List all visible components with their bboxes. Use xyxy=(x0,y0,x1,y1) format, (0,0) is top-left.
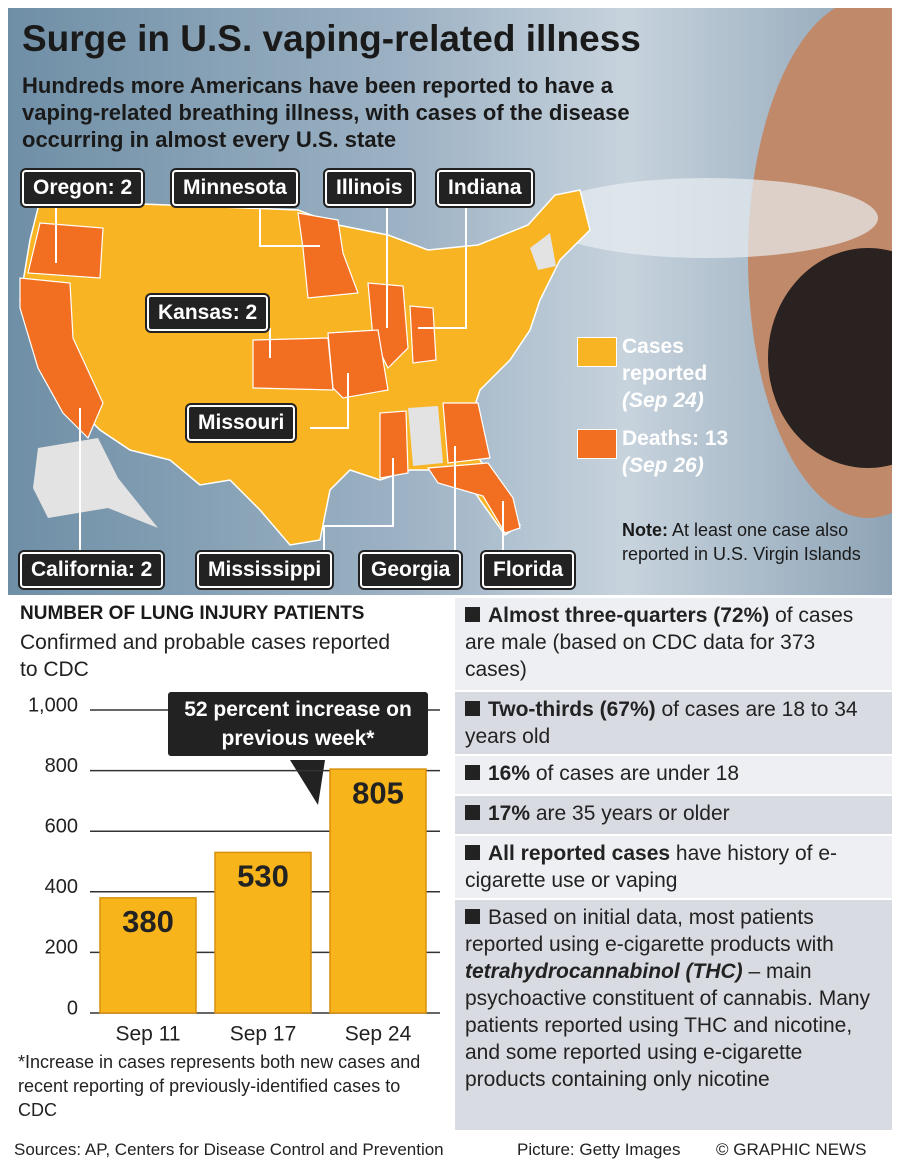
x-tick-label: Sep 17 xyxy=(230,1023,297,1046)
legend-swatch xyxy=(577,429,617,459)
map-label: Minnesota xyxy=(172,170,298,206)
fact-text: of cases are male (based on CDC data for… xyxy=(465,604,854,681)
fact-text: Two-thirds (67%) xyxy=(488,698,656,721)
leader-lines xyxy=(55,208,504,553)
value-label: 530 xyxy=(237,859,289,894)
fact: 16% of cases are under 18 xyxy=(455,756,892,794)
bullet xyxy=(465,765,480,780)
alaska xyxy=(33,438,158,528)
map-label: Oregon: 2 xyxy=(22,170,144,206)
bullet xyxy=(465,701,480,716)
bullet xyxy=(465,845,480,860)
fact: All reported cases have history of e-cig… xyxy=(455,836,892,898)
note: Note: At least one case also reported in… xyxy=(622,518,872,566)
map xyxy=(19,8,892,553)
legend-date: (Sep 26) xyxy=(622,454,704,477)
y-tick-label: 1,000 xyxy=(28,694,78,716)
note-label: Note: xyxy=(622,520,668,540)
facts: Almost three-quarters (72%) of cases are… xyxy=(455,598,892,1132)
fact-text: of cases are under 18 xyxy=(530,762,739,785)
map-label: Kansas: 2 xyxy=(147,295,269,331)
fact: Almost three-quarters (72%) of cases are… xyxy=(455,598,892,690)
legend-entry: Cases reported (Sep 24) xyxy=(622,333,762,414)
legend-swatch xyxy=(577,337,617,367)
credit: © GRAPHIC NEWS xyxy=(716,1140,867,1159)
state-gray xyxy=(408,406,443,466)
bullet xyxy=(465,607,480,622)
fact-text: have history of e-cigarette use or vapin… xyxy=(465,842,838,892)
x-tick-label: Sep 11 xyxy=(116,1023,181,1046)
legend-label: Deaths: 13 xyxy=(622,427,729,450)
chart-title: NUMBER OF LUNG INJURY PATIENTS xyxy=(20,603,365,624)
title: Surge in U.S. vaping-related illness xyxy=(22,18,641,59)
fact: 17% are 35 years or older xyxy=(455,796,892,834)
value-label: 380 xyxy=(122,904,174,939)
legend-entry: Deaths: 13 (Sep 26) xyxy=(622,425,762,479)
fact-text: – main psychoactive constituent of canna… xyxy=(465,960,871,1091)
legend-date: (Sep 24) xyxy=(622,389,704,412)
map-label: Indiana xyxy=(437,170,533,206)
fact-text: Almost three-quarters (72%) xyxy=(488,604,770,627)
fact-text: of cases are 18 to 34 years old xyxy=(465,698,858,748)
fact: Based on initial data, most patients rep… xyxy=(455,900,892,1130)
footnote: *Increase in cases represents both new c… xyxy=(18,1052,421,1120)
fact-text: tetrahydrocannabinol (THC) xyxy=(465,960,743,983)
y-tick-label: 400 xyxy=(45,876,78,898)
map-label: California: 2 xyxy=(20,552,164,588)
legend-label: Cases reported xyxy=(622,335,708,385)
chart: 0 200 400 600 800 1,000 380 Sep 11 530 Sep 17 805 S… xyxy=(28,694,440,1046)
map-label: Florida xyxy=(482,552,575,588)
y-tick-label: 800 xyxy=(45,755,78,777)
picture-credit: Picture: Getty Images xyxy=(517,1140,681,1159)
y-tick-label: 200 xyxy=(45,937,78,959)
map-label: Missouri xyxy=(187,405,296,441)
annotation: 52 percent increase on previous week* xyxy=(168,692,428,756)
bullet xyxy=(465,805,480,820)
fact-text: Based on initial data, most patients rep… xyxy=(465,906,834,956)
sources: Sources: AP, Centers for Disease Control… xyxy=(14,1140,444,1159)
bar xyxy=(99,897,197,1014)
photo-panel xyxy=(8,8,892,595)
value-label: 805 xyxy=(352,775,404,810)
bar xyxy=(214,851,312,1014)
annotation-pointer xyxy=(290,760,325,805)
fact-text: 16% xyxy=(488,762,531,785)
map-label: Illinois xyxy=(325,170,414,206)
fact-text: All reported cases xyxy=(488,842,671,865)
y-tick-label: 0 xyxy=(67,997,78,1019)
map-label: Georgia xyxy=(360,552,462,588)
fact-text: are 35 years or older xyxy=(530,802,730,825)
state-gray xyxy=(530,233,556,270)
vapor xyxy=(538,178,878,258)
fact-text: 17% xyxy=(488,802,531,825)
note-text: At least one case also reported in U.S. … xyxy=(622,520,861,564)
x-tick-label: Sep 24 xyxy=(345,1023,412,1046)
footer: Sources: AP, Centers for Disease Control… xyxy=(0,1132,900,1168)
subtitle: Hundreds more Americans have been report… xyxy=(22,73,630,152)
beard xyxy=(768,248,892,468)
bullet xyxy=(465,909,480,924)
bar xyxy=(329,768,427,1014)
y-tick-label: 600 xyxy=(45,815,78,837)
states-deaths xyxy=(19,212,521,534)
fact: Two-thirds (67%) of cases are 18 to 34 y… xyxy=(455,692,892,754)
chart-subtitle: Confirmed and probable cases reported to… xyxy=(20,631,391,681)
map-label: Mississippi xyxy=(197,552,333,588)
